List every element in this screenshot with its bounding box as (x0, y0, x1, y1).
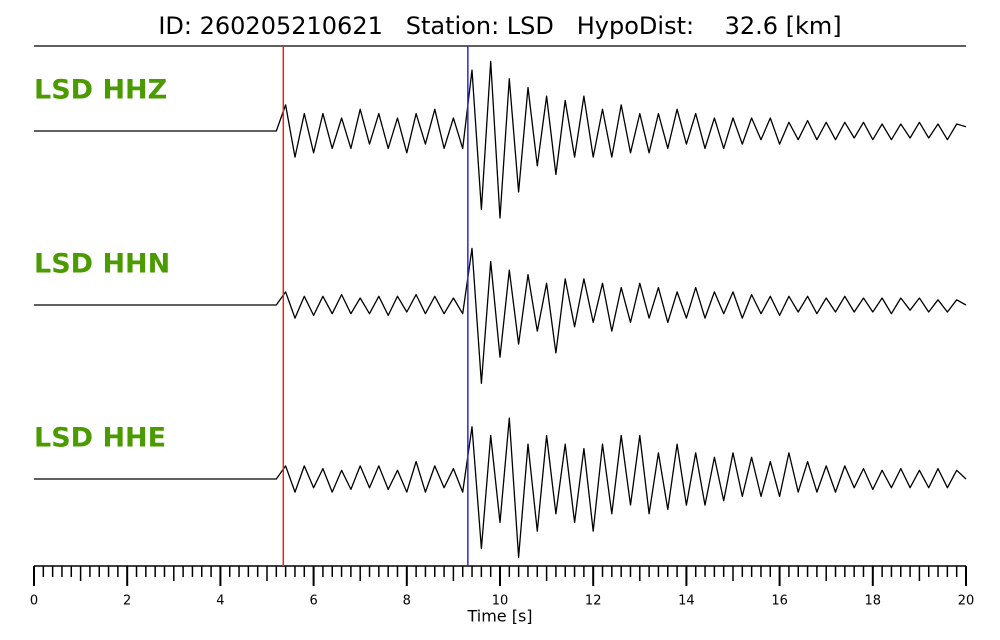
waveform (34, 247, 967, 384)
x-tick-label: 14 (678, 594, 695, 609)
x-tick-label: 0 (30, 594, 38, 609)
x-tick-label: 8 (403, 594, 411, 609)
x-tick-label: 10 (492, 594, 509, 609)
trace-label: LSD HHN (34, 249, 170, 280)
x-tick-label: 4 (216, 594, 224, 609)
x-tick-label: 16 (771, 594, 788, 609)
x-axis-label: Time [s] (466, 607, 532, 626)
x-tick-label: 12 (585, 594, 602, 609)
x-tick-label: 18 (865, 594, 882, 609)
waveform (34, 417, 967, 558)
chart-title: ID: 260205210621 Station: LSD HypoDist: … (158, 12, 841, 40)
waveform (34, 60, 967, 219)
x-tick-label: 2 (123, 594, 131, 609)
x-tick-label: 20 (958, 594, 975, 609)
trace-label: LSD HHE (34, 423, 166, 454)
trace-label: LSD HHZ (34, 75, 167, 106)
x-tick-label: 6 (309, 594, 317, 609)
